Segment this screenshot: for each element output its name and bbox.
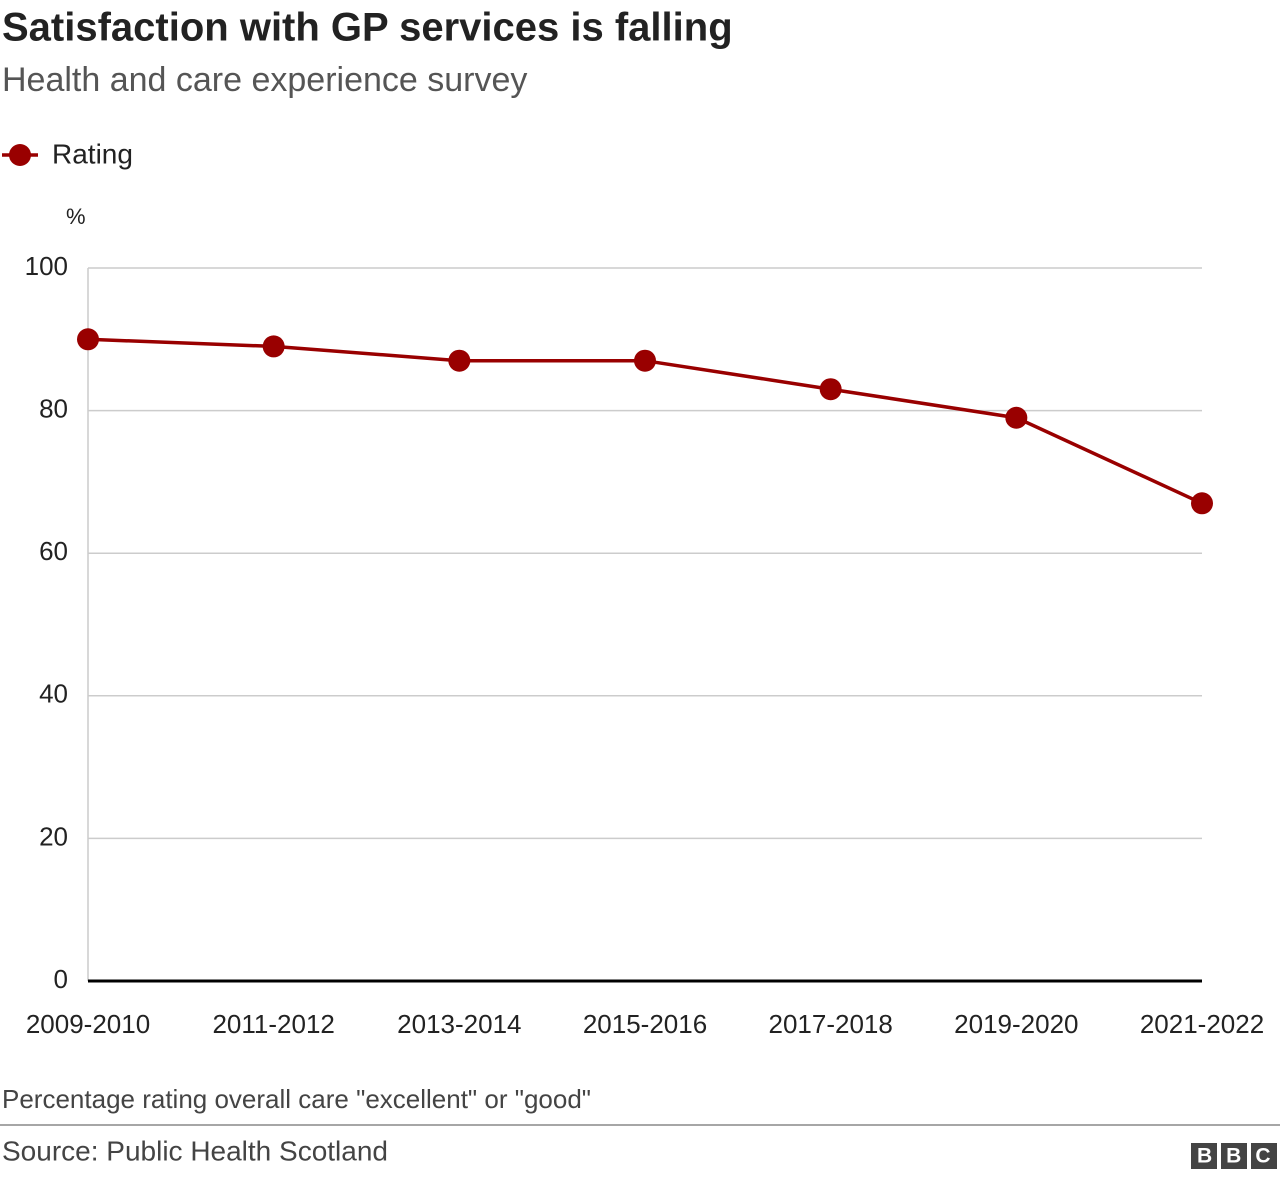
x-tick-label: 2013-2014 <box>397 1009 521 1039</box>
data-point <box>448 349 471 372</box>
logo-box <box>1251 1143 1277 1169</box>
x-tick-label: 2009-2010 <box>26 1009 150 1039</box>
data-point <box>1005 406 1028 429</box>
chart-source: Source: Public Health Scotland <box>2 1135 388 1166</box>
legend-label: Rating <box>52 138 133 169</box>
legend-marker <box>9 144 31 166</box>
data-point <box>77 328 99 351</box>
x-tick-label: 2019-2020 <box>954 1009 1078 1039</box>
data-point <box>634 349 656 372</box>
y-tick-label: 80 <box>39 393 68 423</box>
logo-box <box>1191 1143 1217 1169</box>
logo-text: BBC <box>1197 1145 1280 1168</box>
x-tick-label: 2015-2016 <box>583 1009 707 1039</box>
y-axis-label: % <box>66 204 86 229</box>
chart-subtitle: Health and care experience survey <box>2 61 527 99</box>
data-point <box>262 335 285 358</box>
chart-note: Percentage rating overall care "excellen… <box>2 1084 591 1114</box>
x-tick-label: 2021-2022 <box>1140 1009 1264 1039</box>
y-tick-label: 100 <box>25 251 68 281</box>
logo: BBC <box>1191 1143 1280 1169</box>
logo-box <box>1221 1143 1247 1169</box>
y-tick-label: 60 <box>39 536 68 566</box>
x-tick-label: 2011-2012 <box>212 1009 334 1039</box>
x-tick-label: 2017-2018 <box>768 1009 892 1039</box>
y-tick-label: 40 <box>39 679 68 709</box>
data-point <box>1191 492 1213 515</box>
data-point <box>819 378 842 401</box>
chart-title: Satisfaction with GP services is falling <box>2 6 733 50</box>
y-tick-label: 0 <box>54 964 68 994</box>
y-tick-label: 20 <box>39 821 68 851</box>
